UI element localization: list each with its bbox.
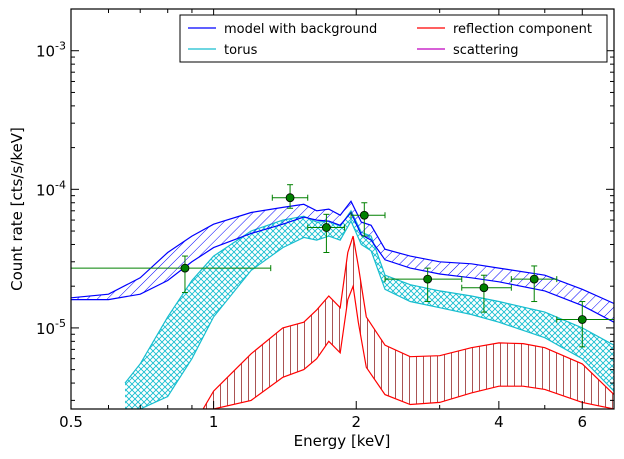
data-marker <box>479 283 489 293</box>
data-point-1 <box>71 255 272 294</box>
data-marker <box>359 210 369 220</box>
band-upper-model-with-background <box>71 200 614 305</box>
model-bands <box>71 200 614 409</box>
data-point-6 <box>461 274 512 313</box>
data-point-2 <box>271 184 309 209</box>
data-marker <box>529 274 539 284</box>
x-tick-label: 6 <box>578 413 588 431</box>
axes: 0.5 1 2 4 6 10-5 10-4 10-3 <box>36 8 615 431</box>
x-tick-label: 4 <box>494 413 504 431</box>
band-fill-model-with-background <box>71 201 614 323</box>
band-lower-torus <box>125 219 614 409</box>
data-point-7 <box>510 265 558 303</box>
x-axis-label: Energy [keV] <box>294 432 391 450</box>
y-tick-label: 10-4 <box>36 178 66 199</box>
legend: model with background torus reflection c… <box>179 14 608 63</box>
y-tick-label: 10-5 <box>36 317 66 338</box>
data-point-5 <box>384 267 463 303</box>
legend-box <box>179 14 608 63</box>
data-point-8 <box>556 301 614 348</box>
data-point-3 <box>307 213 346 254</box>
plot-frame <box>70 8 615 410</box>
band-upper-reflection-component <box>202 235 614 409</box>
x-tick-label: 2 <box>351 413 361 431</box>
data-marker <box>180 263 190 273</box>
legend-label-model: model with background <box>224 22 377 37</box>
y-tick-label: 10-3 <box>36 40 66 61</box>
band-fill-torus <box>125 210 614 409</box>
data-marker <box>321 223 331 232</box>
data-marker <box>577 315 587 324</box>
data-marker <box>285 193 295 203</box>
data-marker <box>423 274 433 284</box>
legend-label-torus: torus <box>224 43 258 58</box>
data-points <box>71 184 614 348</box>
y-axis-label: Count rate [cts/s/keV] <box>8 127 26 291</box>
data-point-4 <box>350 202 386 237</box>
x-tick-label: 1 <box>209 413 219 431</box>
band-fill-reflection-component <box>203 236 614 409</box>
band-lower-reflection-component <box>203 283 614 409</box>
legend-label-scattering: scattering <box>453 43 519 58</box>
legend-label-reflection: reflection component <box>453 22 592 37</box>
x-tick-label: 0.5 <box>59 413 83 431</box>
